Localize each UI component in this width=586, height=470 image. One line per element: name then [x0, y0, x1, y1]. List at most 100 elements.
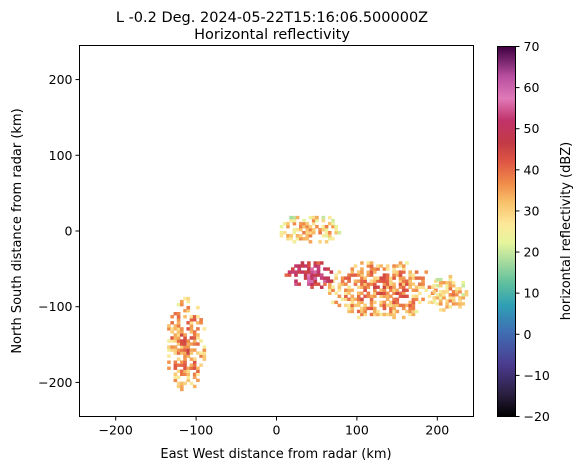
- reflectivity-cell: [392, 288, 396, 292]
- reflectivity-cell: [300, 261, 305, 265]
- reflectivity-cell: [189, 324, 194, 328]
- reflectivity-cell: [382, 276, 387, 280]
- reflectivity-cell: [427, 294, 432, 299]
- reflectivity-cell: [385, 273, 390, 277]
- reflectivity-cell: [173, 336, 178, 340]
- reflectivity-cell: [392, 270, 396, 274]
- reflectivity-cell: [167, 354, 171, 358]
- reflectivity-cell: [180, 342, 184, 346]
- reflectivity-cell: [392, 285, 396, 289]
- reflectivity-cell: [318, 227, 322, 232]
- reflectivity-cell: [389, 312, 393, 317]
- x-tick-label: 0: [273, 423, 281, 438]
- reflectivity-cell: [297, 270, 302, 274]
- reflectivity-cell: [199, 354, 203, 358]
- reflectivity-cell: [292, 221, 297, 226]
- reflectivity-cell: [334, 227, 339, 232]
- reflectivity-cell: [445, 305, 449, 309]
- reflectivity-cell: [334, 291, 339, 295]
- reflectivity-cell: [316, 261, 321, 265]
- reflectivity-cell: [180, 387, 184, 392]
- reflectivity-cell: [319, 285, 324, 289]
- reflectivity-cell: [382, 267, 387, 271]
- reflectivity-cell: [303, 276, 308, 280]
- reflectivity-cell: [408, 270, 412, 274]
- reflectivity-field: [167, 215, 469, 392]
- reflectivity-cell: [421, 276, 425, 280]
- reflectivity-cell: [392, 264, 396, 268]
- x-tick-label: −100: [179, 423, 213, 438]
- reflectivity-cell: [316, 267, 321, 271]
- reflectivity-cell: [170, 345, 174, 349]
- reflectivity-cell: [313, 279, 318, 283]
- reflectivity-cell: [279, 224, 284, 229]
- reflectivity-cell: [414, 270, 419, 274]
- reflectivity-cell: [356, 270, 361, 274]
- reflectivity-cell: [408, 282, 412, 286]
- reflectivity-cell: [167, 345, 171, 349]
- reflectivity-cell: [282, 231, 287, 235]
- reflectivity-cell: [350, 294, 355, 299]
- colorbar-tick-label: 10: [524, 286, 540, 301]
- reflectivity-cell: [418, 300, 422, 305]
- reflectivity-cell: [294, 273, 298, 277]
- reflectivity-cell: [392, 309, 396, 314]
- reflectivity-cell: [347, 276, 351, 280]
- reflectivity-cell: [186, 308, 191, 313]
- reflectivity-cell: [321, 215, 326, 220]
- reflectivity-cell: [392, 273, 396, 277]
- reflectivity-cell: [398, 276, 403, 280]
- reflectivity-cell: [408, 273, 412, 277]
- reflectivity-cell: [372, 267, 377, 271]
- x-axis-label: East West distance from radar (km): [160, 447, 391, 462]
- reflectivity-cell: [302, 237, 306, 241]
- reflectivity-cell: [307, 273, 311, 277]
- reflectivity-cell: [392, 282, 396, 286]
- reflectivity-cell: [295, 237, 300, 241]
- reflectivity-cell: [331, 285, 335, 289]
- reflectivity-cell: [186, 366, 191, 370]
- reflectivity-cell: [183, 351, 187, 355]
- reflectivity-cell: [389, 282, 393, 286]
- reflectivity-cell: [411, 300, 416, 305]
- reflectivity-cell: [360, 261, 364, 265]
- reflectivity-cell: [347, 306, 351, 311]
- reflectivity-cell: [347, 303, 351, 308]
- reflectivity-cell: [180, 333, 184, 337]
- reflectivity-cell: [376, 309, 380, 314]
- reflectivity-cell: [311, 231, 316, 235]
- reflectivity-cell: [324, 227, 329, 232]
- reflectivity-cell: [327, 288, 332, 292]
- reflectivity-cell: [401, 264, 406, 268]
- reflectivity-cell: [356, 303, 361, 308]
- y-axis-label: North South distance from radar (km): [10, 108, 25, 353]
- reflectivity-cell: [344, 282, 348, 286]
- reflectivity-cell: [180, 363, 184, 367]
- reflectivity-cell: [344, 294, 348, 299]
- reflectivity-cell: [176, 363, 181, 367]
- reflectivity-cell: [337, 288, 342, 292]
- reflectivity-cell: [408, 285, 412, 289]
- reflectivity-cell: [432, 284, 437, 288]
- reflectivity-cell: [290, 267, 295, 271]
- reflectivity-cell: [307, 276, 311, 280]
- reflectivity-cell: [295, 215, 300, 220]
- reflectivity-cell: [183, 345, 187, 349]
- reflectivity-cell: [405, 288, 409, 292]
- reflectivity-cell: [329, 279, 334, 283]
- reflectivity-cell: [372, 291, 377, 295]
- reflectivity-cell: [337, 231, 342, 235]
- reflectivity-cell: [360, 291, 364, 295]
- reflectivity-cell: [405, 261, 409, 265]
- reflectivity-cell: [360, 273, 364, 277]
- reflectivity-cell: [372, 309, 377, 314]
- reflectivity-cell: [324, 231, 329, 235]
- reflectivity-cell: [438, 302, 443, 306]
- reflectivity-cell: [395, 288, 400, 292]
- reflectivity-cell: [350, 267, 355, 271]
- reflectivity-cell: [438, 293, 443, 297]
- reflectivity-cell: [192, 339, 197, 343]
- reflectivity-cell: [442, 290, 446, 294]
- reflectivity-cell: [323, 279, 327, 283]
- reflectivity-cell: [366, 270, 371, 274]
